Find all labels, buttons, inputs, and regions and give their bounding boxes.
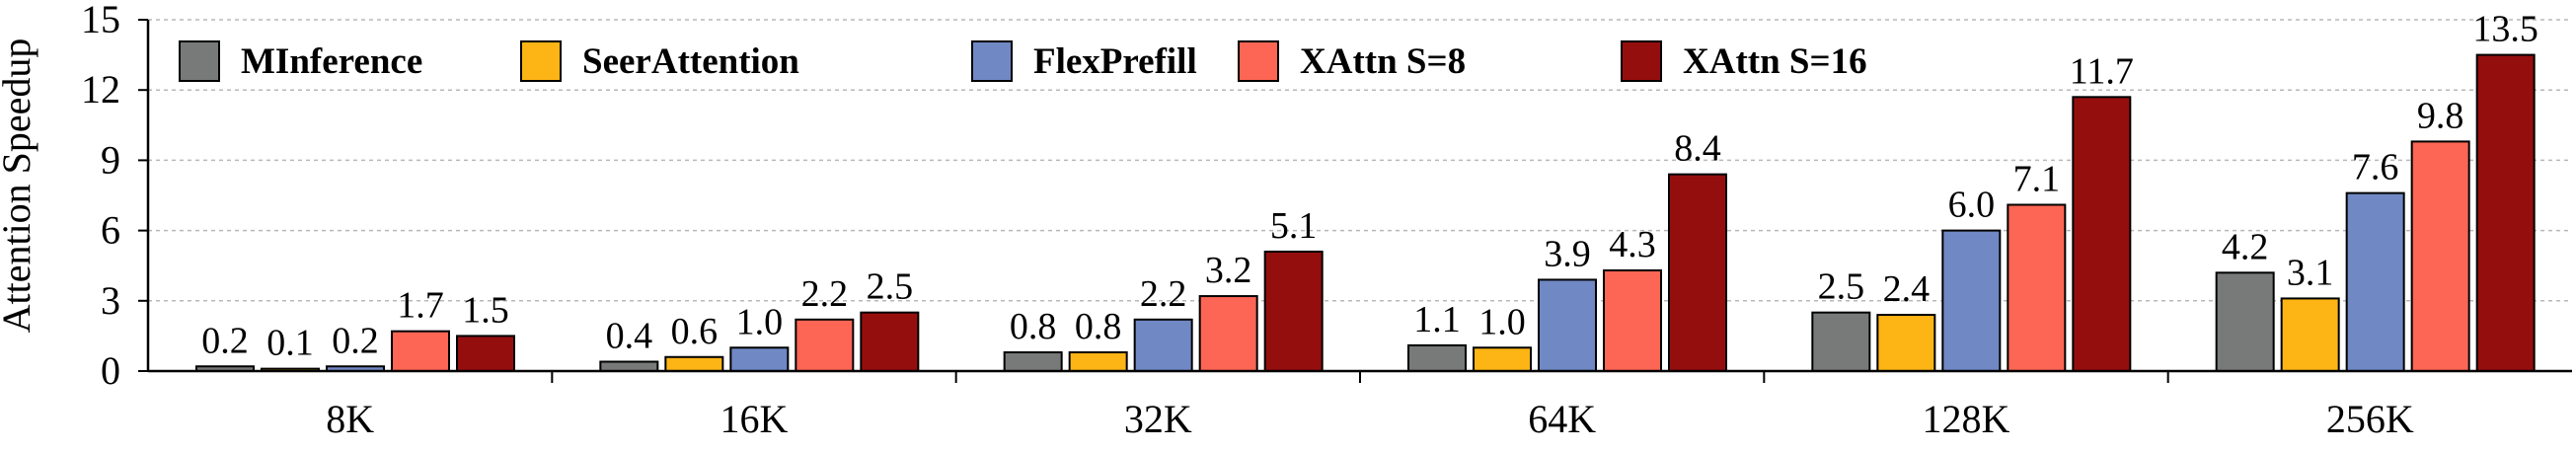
bar xyxy=(2345,191,2405,372)
y-tick-label: 15 xyxy=(81,0,120,41)
bar xyxy=(1263,250,1324,373)
bar xyxy=(1668,173,1727,372)
x-tick-label-64k: 64K xyxy=(1528,397,1596,441)
data-label: 2.2 xyxy=(801,273,849,315)
legend-swatch xyxy=(520,40,562,82)
bar xyxy=(729,346,790,372)
data-label: 13.5 xyxy=(2472,9,2538,50)
data-label: 1.1 xyxy=(1413,299,1461,340)
bar xyxy=(2007,203,2067,372)
data-label: 11.7 xyxy=(2070,50,2134,92)
bar xyxy=(1941,229,2002,372)
data-label: 0.1 xyxy=(266,323,314,364)
x-tick-label-128k: 128K xyxy=(1923,397,2010,441)
bar xyxy=(391,330,450,372)
data-label: 1.7 xyxy=(397,285,444,327)
x-tick-label-32k: 32K xyxy=(1124,397,1192,441)
data-label: 2.2 xyxy=(1140,273,1187,315)
bar xyxy=(1407,343,1467,373)
bar xyxy=(2072,96,2132,372)
data-label: 3.2 xyxy=(1205,250,1252,291)
data-label: 0.2 xyxy=(332,320,379,361)
legend-entry: FlexPrefill xyxy=(1033,41,1197,82)
data-label: 0.4 xyxy=(606,316,653,357)
data-label: 2.5 xyxy=(867,266,914,308)
bar xyxy=(2410,140,2470,372)
data-label: 2.4 xyxy=(1883,268,1931,310)
y-tick-label: 12 xyxy=(81,67,120,112)
data-label: 3.9 xyxy=(1544,233,1591,274)
legend-entry: SeerAttention xyxy=(582,41,799,82)
gridlines xyxy=(148,19,2572,302)
data-label: 2.5 xyxy=(1818,266,1865,308)
data-label: 6.0 xyxy=(1948,185,1996,226)
data-label: 8.4 xyxy=(1674,128,1721,170)
data-label: 4.3 xyxy=(1609,224,1656,265)
legend-swatch xyxy=(1621,40,1662,82)
bar xyxy=(1198,295,1258,373)
data-label: 3.1 xyxy=(2287,252,2334,293)
legend-swatch xyxy=(1238,40,1279,82)
legend-entry: MInference xyxy=(241,41,422,82)
data-label: 7.1 xyxy=(2013,158,2061,199)
axes: 0 3 6 9 12 15 8K 16K 32K 64K 128K 256K xyxy=(81,0,2572,441)
bar xyxy=(1603,268,1662,372)
data-label: 9.8 xyxy=(2417,95,2464,136)
data-label: 0.8 xyxy=(1010,306,1057,347)
legend-swatch xyxy=(971,40,1013,82)
y-tick-label: 3 xyxy=(101,278,120,323)
bar xyxy=(664,355,724,373)
data-label: 5.1 xyxy=(1270,205,1318,247)
y-axis-label: Attention Speedup xyxy=(0,38,38,334)
data-label: 0.6 xyxy=(671,311,719,352)
y-tick-label: 6 xyxy=(101,208,120,253)
bar xyxy=(1473,346,1532,372)
bar xyxy=(2475,53,2536,372)
bars xyxy=(195,53,2536,373)
bar xyxy=(1876,314,1936,373)
data-label: 1.0 xyxy=(736,301,784,342)
bar xyxy=(1133,318,1193,372)
data-labels: 0.2 0.1 0.2 1.7 1.5 0.4 0.6 1.0 2.2 2.5 0.8 0.8 2.2 3… xyxy=(201,9,2538,364)
data-label: 4.2 xyxy=(2222,226,2269,267)
bar xyxy=(1811,311,1871,372)
x-tick-label-16k: 16K xyxy=(720,397,789,441)
x-tick-label-256k: 256K xyxy=(2326,397,2414,441)
bar xyxy=(2280,297,2340,372)
y-tick-label: 0 xyxy=(101,348,120,393)
x-tick-label-8k: 8K xyxy=(326,397,374,441)
legend: MInference SeerAttention FlexPrefill XAttn … xyxy=(179,40,1867,82)
data-label: 7.6 xyxy=(2352,147,2399,188)
data-label: 0.2 xyxy=(201,320,249,361)
data-label: 1.5 xyxy=(462,289,509,331)
bar xyxy=(795,318,855,372)
legend-entry: XAttn S=16 xyxy=(1683,41,1867,82)
legend-entry: XAttn S=8 xyxy=(1300,41,1466,82)
bar xyxy=(599,360,659,372)
bar xyxy=(456,335,515,372)
bar xyxy=(1068,351,1128,373)
legend-swatch xyxy=(179,40,220,82)
y-tick-label: 9 xyxy=(101,137,120,182)
data-label: 0.8 xyxy=(1075,306,1122,347)
bar xyxy=(2215,271,2275,373)
data-label: 1.0 xyxy=(1478,301,1526,342)
bar xyxy=(860,311,920,372)
bar xyxy=(1003,351,1063,373)
bar xyxy=(1538,278,1597,372)
